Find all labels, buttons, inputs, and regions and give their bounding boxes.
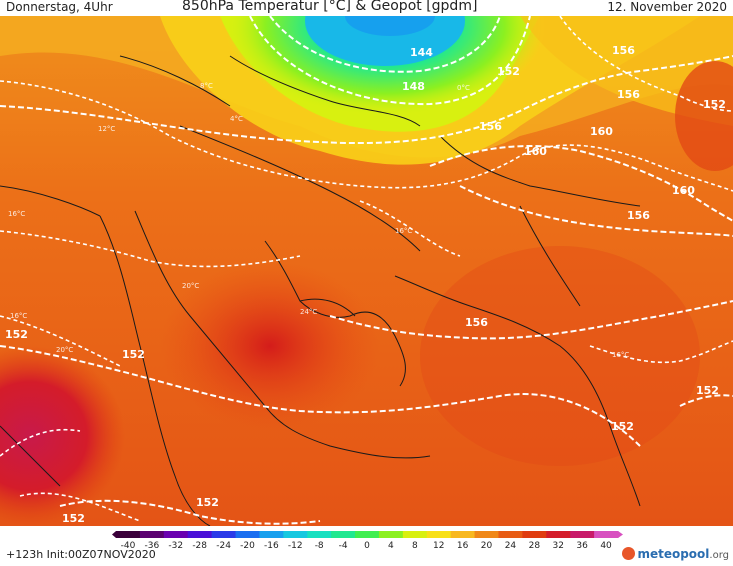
isohypse-label-edge: 152	[62, 512, 85, 525]
colorbar-tick-label: -36	[145, 541, 160, 551]
isotherm-label: 16°C	[10, 312, 27, 320]
colorbar-tick-label: -32	[168, 541, 183, 551]
colorbar-swatch	[450, 531, 476, 538]
colorbar-swatch	[498, 531, 523, 538]
colorbar-tick-label: 0	[364, 541, 370, 551]
colorbar-tick-label: 36	[576, 541, 588, 551]
colorbar-tick-label: -16	[264, 541, 279, 551]
isotherm-label: 4°C	[230, 115, 243, 123]
isohypse-label: 152	[696, 384, 719, 397]
logo-tld: .org	[709, 550, 729, 561]
isotherm-label: 16°C	[612, 351, 629, 359]
hot-spot-arabia	[160, 261, 380, 431]
logo-name: meteopool	[637, 547, 710, 561]
map-title: 850hPa Temperatur [°C] & Geopot [gpdm]	[182, 0, 478, 14]
isotherm-label: 16°C	[8, 210, 25, 218]
cold-core-inner	[345, 16, 435, 36]
colorbar-tick-label: -20	[240, 541, 255, 551]
colorbar-tick-label: -40	[121, 541, 136, 551]
colorbar-swatch	[116, 531, 141, 538]
isohypse-label: 160	[524, 145, 547, 158]
colorbar-swatch	[139, 531, 165, 538]
colorbar-swatch	[187, 531, 213, 538]
colorbar-tick-label: -28	[192, 541, 207, 551]
colorbar-tick-label: 8	[412, 541, 418, 551]
colorbar-swatch	[283, 531, 308, 538]
colorbar-tick-label: 20	[481, 541, 493, 551]
colorbar-swatch	[378, 531, 404, 538]
colorbar-swatch	[235, 531, 260, 538]
colorbar-tick-label: 40	[600, 541, 612, 551]
footer-bar: -40 -36 -32 -28 -24 -20 -16 -12 -8 -4 0 4 8 12 16 20 24 2…	[0, 526, 733, 566]
colorbar-tick-label: 4	[388, 541, 394, 551]
colorbar-swatch	[522, 531, 547, 538]
warm-spot-east	[675, 61, 733, 171]
isohypse-label: 152	[196, 496, 219, 509]
colorbar-tick-label: 12	[433, 541, 444, 551]
colorbar-swatch	[355, 531, 380, 538]
weather-map[interactable]: 144 148 152 156 156 156 160 160 160 156 …	[0, 16, 733, 526]
isohypse-label: 144	[410, 46, 433, 59]
isohypse-label: 152	[122, 348, 145, 361]
warm-spot-india	[420, 246, 700, 466]
isohypses	[0, 16, 733, 525]
colorbar-swatch	[474, 531, 499, 538]
meteopool-logo[interactable]: meteopool.org	[622, 547, 729, 561]
colorbar-arrow-left	[112, 531, 116, 538]
colorbar-swatch	[259, 531, 284, 538]
isohypse-label: 156	[465, 316, 488, 329]
colorbar-swatch	[402, 531, 428, 538]
isotherms	[0, 16, 733, 522]
header-bar: Donnerstag, 4Uhr 850hPa Temperatur [°C] …	[0, 0, 733, 16]
isohypse-label: 152	[497, 65, 520, 78]
isohypse-label: 152	[5, 328, 28, 341]
isotherm-label: 20°C	[182, 282, 199, 290]
colorbar-tick-label: -12	[288, 541, 303, 551]
colorbar-tick-label: 28	[529, 541, 541, 551]
forecast-day-label: Donnerstag, 4Uhr	[6, 0, 113, 14]
isotherm-label: 12°C	[98, 125, 115, 133]
colorbar-swatch	[163, 531, 189, 538]
isohypse-label: 160	[672, 184, 695, 197]
colorbar-swatch	[211, 531, 237, 538]
isotherm-label: 0°C	[457, 84, 470, 92]
isohypse-label: 152	[611, 420, 634, 433]
colorbar-swatch	[331, 531, 356, 538]
colorbar-tick-label: 24	[505, 541, 517, 551]
run-info: +123h Init:00Z07NOV2020	[6, 548, 156, 561]
colorbar-swatch	[307, 531, 332, 538]
hot-spot-africa	[0, 346, 125, 526]
isotherm-label: 16°C	[395, 227, 412, 235]
isohypse-label: 148	[402, 80, 425, 93]
forecast-date-label: 12. November 2020	[607, 0, 727, 14]
temperature-colorbar: -40 -36 -32 -28 -24 -20 -16 -12 -8 -4 0 4 8 12 16 20 24 2…	[112, 531, 623, 551]
colorbar-tick-label: 32	[553, 541, 564, 551]
colorbar-tick-label: -8	[315, 541, 324, 551]
colorbar-swatch	[426, 531, 452, 538]
isohypse-label: 152	[703, 98, 726, 111]
isohypse-labels: 144 148 152 156 156 156 160 160 160 156 …	[5, 44, 726, 509]
isohypse-label: 156	[612, 44, 635, 57]
isotherm-label: 24°C	[300, 308, 317, 316]
colorbar-swatch	[594, 531, 619, 538]
logo-icon	[622, 547, 636, 560]
isohypse-label: 156	[479, 120, 502, 133]
isohypse-label: 160	[590, 125, 613, 138]
isotherm-label: 20°C	[56, 346, 73, 354]
colorbar-tick-label: 16	[457, 541, 469, 551]
isohypse-label: 156	[627, 209, 650, 222]
isotherm-label: 8°C	[200, 82, 213, 90]
colorbar-swatch	[546, 531, 571, 538]
colorbar-swatch	[570, 531, 595, 538]
colorbar-tick-label: -4	[339, 541, 348, 551]
isotherm-labels: 0°C 4°C 8°C 12°C 16°C 20°C 24°C 16°C 20°…	[8, 82, 629, 359]
colorbar-tick-label: -24	[216, 541, 231, 551]
isohypse-label: 156	[617, 88, 640, 101]
colorbar-arrow-right	[618, 531, 623, 538]
